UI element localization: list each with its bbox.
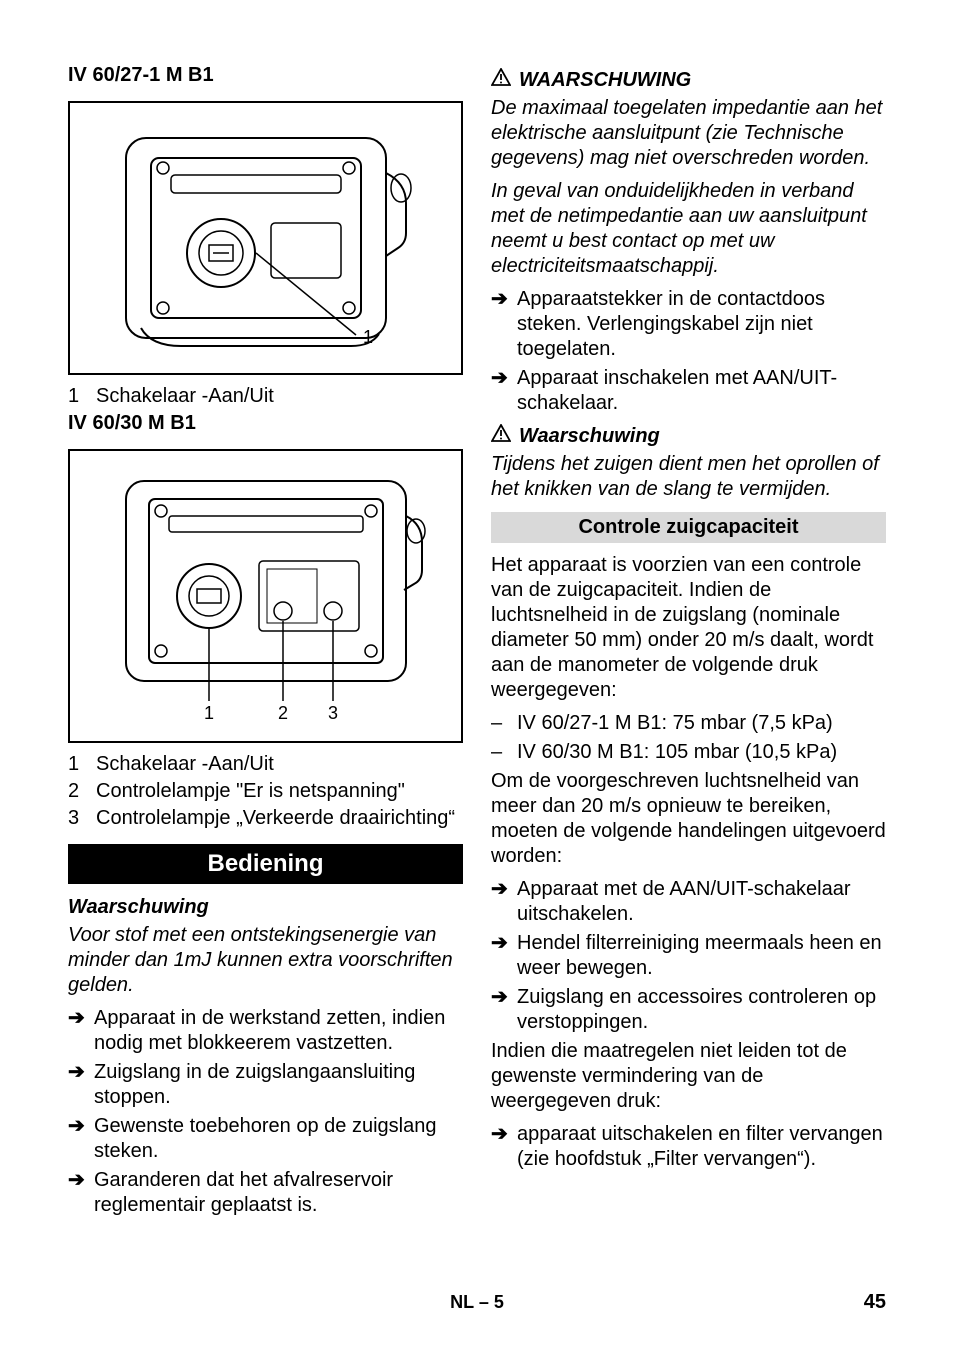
- paragraph: In geval van onduidelijkheden in verband…: [491, 179, 886, 279]
- footer-abs-page: 45: [826, 1291, 886, 1314]
- fig2-callout-1: 1: [204, 703, 214, 723]
- list-item: Apparaat met de AAN/UIT-schakelaar uitsc…: [491, 877, 886, 927]
- legend-num: 1: [68, 385, 96, 408]
- section-title: Bediening: [68, 844, 463, 884]
- step-list: Apparaatstekker in de contactdoos steken…: [491, 287, 886, 416]
- list-item: Apparaat inschakelen met AAN/UIT-schakel…: [491, 366, 886, 416]
- fig2-callout-3: 3: [328, 703, 338, 723]
- step-list: Apparaat met de AAN/UIT-schakelaar uitsc…: [491, 877, 886, 1035]
- list-item: Zuigslang in de zuigslangaansluiting sto…: [68, 1060, 463, 1110]
- figure-1: 1: [68, 101, 463, 375]
- list-item: Apparaatstekker in de contactdoos steken…: [491, 287, 886, 362]
- warning-triangle-icon: [491, 424, 511, 448]
- warning-heading: Waarschuwing: [68, 896, 463, 919]
- paragraph: Het apparaat is voorzien van een control…: [491, 553, 886, 703]
- warning-heading: WAARSCHUWING: [491, 68, 886, 92]
- warning-text: Waarschuwing: [68, 896, 209, 919]
- list-item: IV 60/27-1 M B1: 75 mbar (7,5 kPa): [491, 711, 886, 736]
- warning-heading: Waarschuwing: [491, 424, 886, 448]
- legend-row: 3 Controlelampje „Verkeerde draairichtin…: [68, 807, 463, 830]
- list-item: apparaat uitschakelen en filter vervange…: [491, 1122, 886, 1172]
- legend-num: 2: [68, 780, 96, 803]
- fig1-callout-1: 1: [363, 327, 373, 347]
- subsection-title: Controle zuigcapaciteit: [491, 512, 886, 543]
- fig2-callout-2: 2: [278, 703, 288, 723]
- model-title-2: IV 60/30 M B1: [68, 412, 463, 435]
- list-item: Apparaat in de werkstand zetten, indien …: [68, 1006, 463, 1056]
- list-item: Zuigslang en accessoires controleren op …: [491, 985, 886, 1035]
- list-item: IV 60/30 M B1: 105 mbar (10,5 kPa): [491, 740, 886, 765]
- legend-row: 1 Schakelaar -Aan/Uit: [68, 385, 463, 408]
- list-item: Gewenste toebehoren op de zuigslang stek…: [68, 1114, 463, 1164]
- paragraph: Om de voorgeschreven luchtsnelheid van m…: [491, 769, 886, 869]
- list-item: Garanderen dat het afvalreservoir reglem…: [68, 1168, 463, 1218]
- page-footer: NL – 5 45: [68, 1271, 886, 1314]
- legend-row: 2 Controlelampje "Er is netspanning": [68, 780, 463, 803]
- list-item: Hendel filterreiniging meermaals heen en…: [491, 931, 886, 981]
- legend-num: 3: [68, 807, 96, 830]
- legend-text: Schakelaar -Aan/Uit: [96, 385, 463, 408]
- legend-text: Schakelaar -Aan/Uit: [96, 753, 463, 776]
- legend-text: Controlelampje „Verkeerde draairichting“: [96, 807, 463, 830]
- legend-num: 1: [68, 753, 96, 776]
- legend-row: 1 Schakelaar -Aan/Uit: [68, 753, 463, 776]
- dash-list: IV 60/27-1 M B1: 75 mbar (7,5 kPa) IV 60…: [491, 711, 886, 765]
- step-list: Apparaat in de werkstand zetten, indien …: [68, 1006, 463, 1218]
- warning-triangle-icon: [491, 68, 511, 92]
- paragraph: Tijdens het zuigen dient men het oprolle…: [491, 452, 886, 502]
- footer-section-page: 5: [494, 1292, 504, 1312]
- paragraph: De maximaal toegelaten impedantie aan he…: [491, 96, 886, 171]
- footer-lang: NL: [450, 1292, 474, 1312]
- legend-text: Controlelampje "Er is netspanning": [96, 780, 463, 803]
- warning-body: Voor stof met een ontstekingsenergie van…: [68, 923, 463, 998]
- warning-text: WAARSCHUWING: [519, 69, 691, 92]
- model-title-1: IV 60/27-1 M B1: [68, 64, 463, 87]
- figure-2: 1 2 3: [68, 449, 463, 743]
- step-list: apparaat uitschakelen en filter vervange…: [491, 1122, 886, 1172]
- paragraph: Indien die maatregelen niet leiden tot d…: [491, 1039, 886, 1114]
- warning-text: Waarschuwing: [519, 425, 660, 448]
